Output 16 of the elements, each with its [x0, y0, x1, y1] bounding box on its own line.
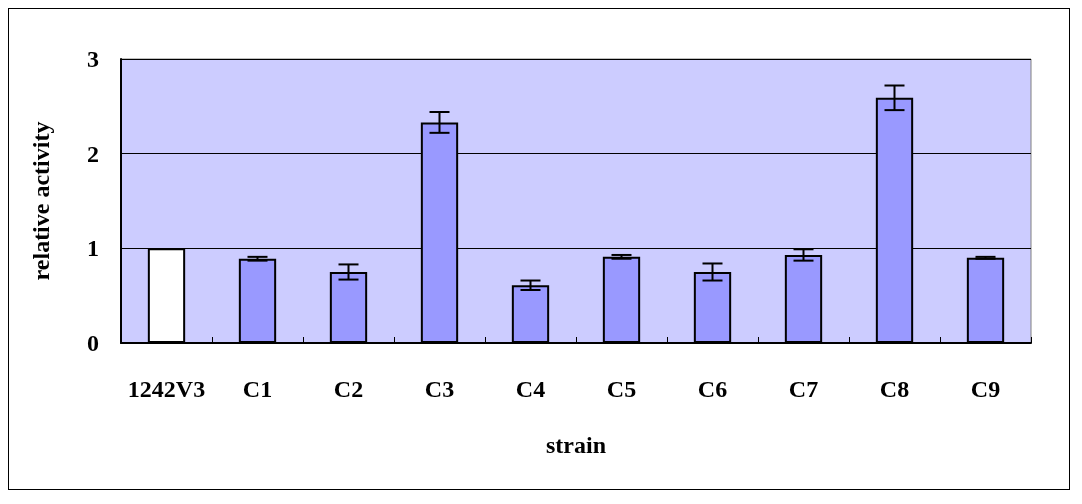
x-tick-label: 1242V3 [127, 376, 206, 402]
x-tick-label: C4 [515, 376, 546, 402]
y-tick-label: 3 [87, 46, 99, 72]
x-tick-label: C2 [333, 376, 364, 402]
x-tick-label: C8 [879, 376, 910, 402]
y-tick-label: 2 [87, 140, 99, 167]
x-axis-title: strain [546, 432, 606, 458]
y-tick-label: 1 [87, 235, 99, 262]
x-tick-label: C6 [697, 376, 728, 402]
x-tick-label: C1 [242, 376, 273, 402]
x-tick-label: C9 [970, 376, 1001, 402]
x-tick-label: C3 [424, 376, 455, 402]
y-axis-title: relative activity [28, 121, 54, 281]
x-tick-label: C5 [606, 376, 637, 402]
y-tick-label: 0 [87, 330, 99, 356]
x-tick-label: C7 [788, 376, 819, 402]
